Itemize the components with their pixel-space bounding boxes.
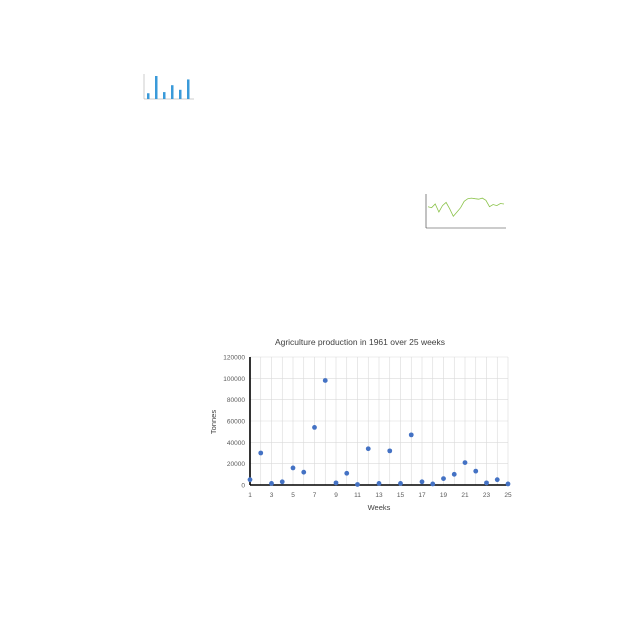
- scatter-chart: Agriculture production in 1961 over 25 w…: [209, 337, 512, 512]
- y-tick-label: 20000: [227, 461, 245, 468]
- data-point: [451, 471, 457, 477]
- x-axis-label: Weeks: [368, 503, 391, 512]
- data-point: [333, 480, 339, 486]
- data-point: [258, 450, 264, 456]
- data-point: [247, 477, 253, 483]
- data-point: [494, 477, 500, 483]
- x-tick-label: 19: [440, 492, 448, 499]
- line-chart-thumbnail: [425, 194, 506, 229]
- data-point: [312, 425, 317, 430]
- y-tick-label: 100000: [223, 376, 245, 383]
- data-point: [290, 465, 296, 471]
- x-tick-label: 9: [334, 492, 338, 499]
- y-tick-label: 40000: [227, 440, 245, 447]
- data-point: [419, 479, 425, 485]
- x-tick-label: 11: [354, 492, 361, 499]
- data-point: [408, 432, 414, 438]
- data-point: [376, 481, 382, 486]
- thumbnail-bar: [179, 89, 182, 99]
- data-point: [269, 481, 274, 486]
- data-point: [484, 480, 489, 486]
- x-tick-label: 23: [483, 492, 491, 499]
- thumbnail-line-series: [427, 197, 505, 218]
- x-tick-label: 5: [291, 492, 295, 499]
- data-point: [322, 378, 328, 383]
- y-tick-label: 0: [241, 483, 245, 490]
- data-point: [505, 481, 511, 487]
- data-point: [473, 468, 479, 474]
- data-point: [279, 479, 285, 485]
- y-tick-label: 80000: [227, 397, 245, 404]
- x-tick-label: 1: [248, 492, 252, 499]
- data-point: [355, 482, 360, 487]
- data-point: [365, 446, 371, 452]
- x-tick-label: 13: [375, 492, 383, 499]
- data-points: [247, 378, 511, 487]
- y-axis-label: Tonnes: [209, 410, 218, 434]
- thumbnail-bar: [187, 79, 190, 99]
- x-tick-label: 21: [461, 492, 469, 499]
- x-tick-label: 7: [313, 492, 317, 499]
- thumbnail-bar: [163, 92, 166, 99]
- x-tick-label: 17: [418, 492, 426, 499]
- y-tick-label: 120000: [223, 355, 245, 362]
- data-point: [301, 469, 307, 475]
- chart-title: Agriculture production in 1961 over 25 w…: [275, 337, 445, 347]
- x-tick-label: 3: [270, 492, 274, 499]
- data-point: [462, 460, 468, 465]
- y-tick-label: 60000: [227, 419, 245, 426]
- thumbnail-bar: [171, 85, 174, 99]
- data-point: [387, 448, 393, 454]
- data-point: [344, 470, 350, 476]
- x-tick-label: 25: [504, 492, 512, 499]
- data-point: [430, 481, 436, 487]
- data-point: [398, 481, 403, 486]
- x-tick-label: 15: [397, 492, 405, 499]
- data-point: [441, 476, 446, 481]
- thumbnail-bar: [147, 93, 150, 99]
- thumbnail-bar: [155, 76, 158, 99]
- grid: [249, 356, 509, 486]
- bar-chart-thumbnail: [143, 74, 194, 100]
